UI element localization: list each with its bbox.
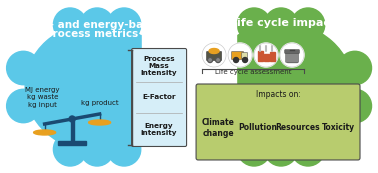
Circle shape (228, 43, 252, 67)
Text: Life cycle impacts: Life cycle impacts (230, 18, 342, 28)
Circle shape (237, 8, 271, 41)
Circle shape (215, 57, 221, 62)
Circle shape (237, 133, 271, 166)
Circle shape (81, 8, 114, 41)
Circle shape (107, 8, 141, 41)
FancyBboxPatch shape (285, 50, 299, 53)
Text: E-Factor: E-Factor (143, 94, 176, 101)
FancyBboxPatch shape (132, 48, 187, 147)
Ellipse shape (25, 22, 169, 152)
Circle shape (107, 133, 141, 166)
Ellipse shape (124, 30, 187, 144)
Text: Resources: Resources (276, 124, 320, 133)
Ellipse shape (209, 48, 219, 53)
Text: Climate
change: Climate change (201, 118, 234, 138)
Text: Life cycle assessment: Life cycle assessment (215, 69, 291, 75)
Circle shape (338, 89, 372, 123)
Circle shape (338, 51, 372, 85)
Circle shape (234, 57, 239, 62)
Circle shape (69, 116, 75, 122)
Circle shape (208, 57, 212, 62)
Text: process metrics: process metrics (45, 29, 139, 39)
Bar (170, 5, 210, 168)
Circle shape (209, 59, 211, 61)
Bar (258, 51, 263, 61)
Ellipse shape (191, 30, 254, 144)
FancyBboxPatch shape (286, 52, 298, 62)
Circle shape (217, 59, 219, 61)
Circle shape (202, 43, 226, 67)
Bar (71, 119, 74, 141)
Circle shape (53, 133, 87, 166)
Circle shape (7, 89, 40, 123)
Bar (58, 141, 86, 145)
Circle shape (291, 133, 325, 166)
Ellipse shape (88, 120, 111, 125)
Circle shape (7, 51, 40, 85)
Bar (270, 52, 275, 61)
Text: Energy
intensity: Energy intensity (141, 123, 177, 135)
Circle shape (81, 133, 114, 166)
Circle shape (243, 57, 248, 62)
Text: Impacts on:: Impacts on: (256, 90, 301, 99)
Circle shape (154, 51, 187, 85)
Bar (264, 54, 269, 61)
Text: Mass- and energy-based: Mass- and energy-based (20, 20, 164, 30)
Bar (142, 22, 236, 152)
FancyBboxPatch shape (242, 53, 248, 58)
Circle shape (53, 8, 87, 41)
Ellipse shape (34, 130, 56, 135)
Circle shape (191, 51, 224, 85)
Circle shape (191, 89, 224, 123)
FancyBboxPatch shape (232, 52, 243, 60)
Circle shape (264, 133, 298, 166)
Text: Pollution: Pollution (239, 124, 277, 133)
Ellipse shape (209, 22, 353, 152)
Circle shape (280, 43, 304, 67)
Circle shape (254, 43, 278, 67)
Text: MJ energy
kg waste
kg input: MJ energy kg waste kg input (25, 87, 60, 108)
FancyBboxPatch shape (206, 52, 222, 61)
Text: kg product: kg product (81, 100, 118, 106)
Text: Toxicity: Toxicity (321, 124, 355, 133)
Circle shape (291, 8, 325, 41)
Text: Process
Mass
Intensity: Process Mass Intensity (141, 56, 177, 76)
Bar (287, 52, 297, 62)
FancyBboxPatch shape (196, 84, 360, 160)
Circle shape (264, 8, 298, 41)
Circle shape (154, 89, 187, 123)
